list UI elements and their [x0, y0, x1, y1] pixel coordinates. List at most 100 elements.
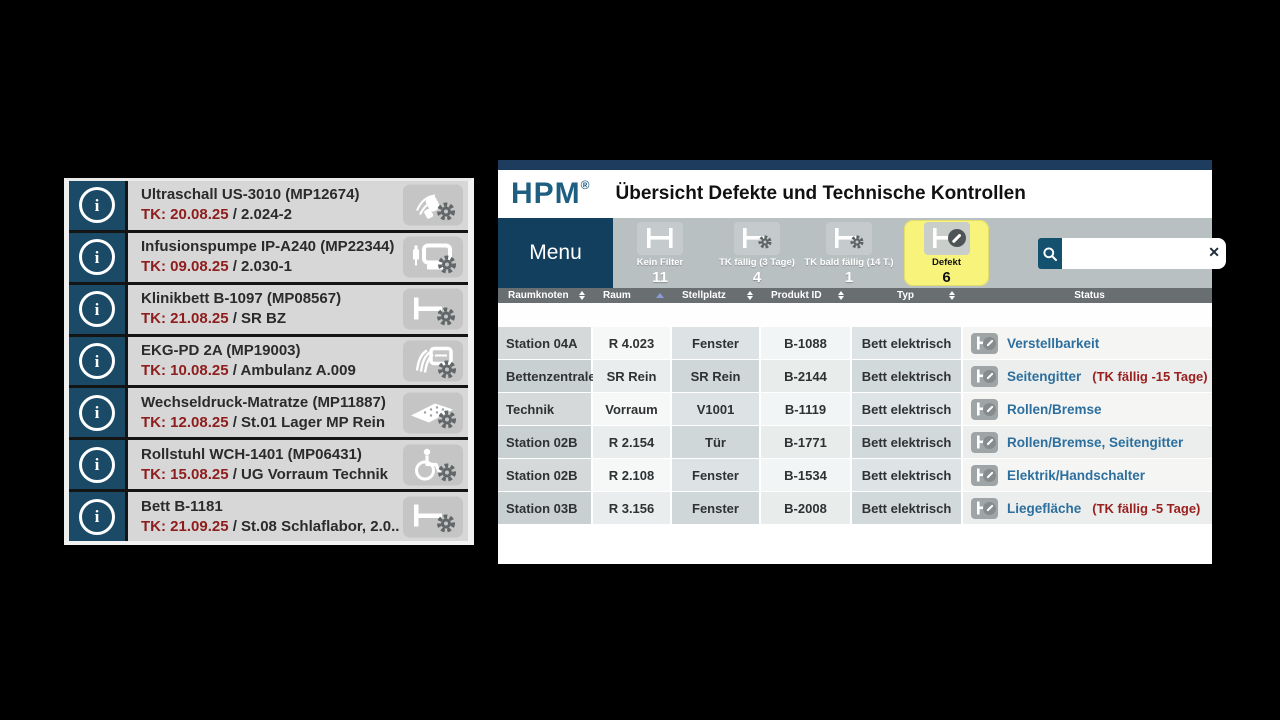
device-title: Ultraschall US-3010 (MP12674): [141, 186, 360, 204]
device-title: Infusionspumpe IP-A240 (MP22344): [141, 238, 395, 256]
list-item[interactable]: i Infusionspumpe IP-A240 (MP22344) TK: 0…: [69, 232, 468, 282]
table-row[interactable]: Bettenzentrale SR Rein SR Rein B-2144 Be…: [498, 360, 1212, 392]
mattress-gear-icon: [403, 392, 463, 434]
cell-status: Elektrik/Handschalter: [963, 459, 1212, 491]
info-button[interactable]: i: [69, 284, 125, 334]
cell-produkt-id: B-2008: [761, 492, 850, 524]
sort-ascending-icon: [656, 293, 664, 298]
cell-typ: Bett elektrisch: [852, 459, 961, 491]
table-row[interactable]: Technik Vorraum V1001 B-1119 Bett elektr…: [498, 393, 1212, 425]
column-header-raum[interactable]: Raum: [593, 290, 670, 301]
info-button[interactable]: i: [69, 440, 125, 490]
device-row-body: Klinikbett B-1097 (MP08567) TK: 21.08.25…: [128, 284, 468, 334]
filter-tk-faellig[interactable]: TK fällig (3 Tage) 4: [706, 220, 808, 286]
cell-typ: Bett elektrisch: [852, 393, 961, 425]
list-item[interactable]: i Rollstuhl WCH-1401 (MP06431) TK: 15.08…: [69, 440, 468, 490]
column-header-status[interactable]: Status: [1074, 290, 1105, 301]
cell-raumknoten: Bettenzentrale: [498, 360, 596, 392]
cell-raumknoten: Technik: [498, 393, 591, 425]
table-header-row: Raumknoten Raum Stellplatz Produkt ID Ty…: [498, 288, 1212, 303]
search-box: ✕: [1038, 238, 1226, 269]
info-icon: i: [79, 239, 115, 276]
cell-status: Verstellbarkeit: [963, 327, 1212, 359]
filter-tk-bald-faellig[interactable]: TK bald fällig (14 T.) 1: [794, 220, 904, 286]
cell-typ: Bett elektrisch: [852, 327, 961, 359]
filter-count: 6: [942, 269, 951, 286]
status-link[interactable]: Verstellbarkeit: [1007, 335, 1100, 351]
status-link[interactable]: Seitengitter: [1007, 368, 1082, 384]
device-subtitle: TK: 10.08.25 / Ambulanz A.009: [141, 362, 356, 379]
cell-stellplatz: Tür: [672, 426, 759, 458]
device-row-body: EKG-PD 2A (MP19003) TK: 10.08.25 / Ambul…: [128, 336, 468, 386]
device-row-body: Infusionspumpe IP-A240 (MP22344) TK: 09.…: [128, 232, 468, 282]
cell-raum: Vorraum: [593, 393, 670, 425]
list-item[interactable]: i Ultraschall US-3010 (MP12674) TK: 20.0…: [69, 181, 468, 230]
info-button[interactable]: i: [69, 181, 125, 230]
ultrasound-gear-icon: [403, 184, 463, 226]
menu-button[interactable]: Menu: [498, 218, 613, 288]
filter-count: 11: [652, 269, 668, 286]
filter-kein-filter[interactable]: Kein Filter 11: [614, 220, 706, 286]
table-row[interactable]: Station 02B R 2.154 Tür B-1771 Bett elek…: [498, 426, 1212, 458]
bed-wrench-icon: [971, 332, 998, 354]
filter-toolbar: Menu Kein Filter 11: [498, 218, 1226, 288]
list-item[interactable]: i Wechseldruck-Matratze (MP11887) TK: 12…: [69, 388, 468, 438]
bed-icon: [637, 222, 683, 255]
sort-icon: [838, 291, 844, 300]
hpm-app-window: HPM® Übersicht Defekte und Technische Ko…: [498, 160, 1226, 564]
infusion-pump-gear-icon: [403, 236, 463, 278]
filter-defekt-active[interactable]: Defekt 6: [904, 220, 989, 286]
table-row[interactable]: Station 04A R 4.023 Fenster B-1088 Bett …: [498, 327, 1212, 359]
cell-produkt-id: B-1119: [761, 393, 850, 425]
column-header-stellplatz[interactable]: Stellplatz: [672, 290, 759, 301]
device-alert-list: i Ultraschall US-3010 (MP12674) TK: 20.0…: [64, 178, 474, 545]
list-item[interactable]: i Klinikbett B-1097 (MP08567) TK: 21.08.…: [69, 284, 468, 334]
info-button[interactable]: i: [69, 232, 125, 282]
status-link[interactable]: Elektrik/Handschalter: [1007, 467, 1146, 483]
device-row-body: Bett B-1181 TK: 21.09.25 / St.08 Schlafl…: [128, 492, 468, 542]
cell-raumknoten: Station 02B: [498, 459, 591, 491]
wrench-icon: [947, 229, 966, 247]
status-link[interactable]: Rollen/Bremse, Seitengitter: [1007, 434, 1184, 450]
info-button[interactable]: i: [69, 388, 125, 438]
status-note: (TK fällig -15 Tage): [1092, 368, 1208, 384]
table-row[interactable]: Station 03B R 3.156 Fenster B-2008 Bett …: [498, 492, 1212, 524]
list-item[interactable]: i EKG-PD 2A (MP19003) TK: 10.08.25 / Amb…: [69, 336, 468, 386]
table-footer-space: [498, 524, 1212, 564]
search-icon[interactable]: [1038, 238, 1062, 269]
cell-raumknoten: Station 02B: [498, 426, 591, 458]
cell-raum: SR Rein: [593, 360, 670, 392]
info-button[interactable]: i: [69, 336, 125, 386]
cell-raum: R 2.154: [593, 426, 670, 458]
clear-search-icon[interactable]: ✕: [1208, 244, 1220, 260]
cell-raum: R 3.156: [593, 492, 670, 524]
bed-gear-icon: [734, 222, 780, 255]
info-button[interactable]: i: [69, 492, 125, 542]
bed-wrench-icon: [971, 365, 998, 387]
cell-raumknoten: Station 04A: [498, 327, 591, 359]
device-title: EKG-PD 2A (MP19003): [141, 342, 301, 359]
cell-produkt-id: B-1771: [761, 426, 850, 458]
app-header: HPM® Übersicht Defekte und Technische Ko…: [498, 170, 1212, 218]
column-header-raumknoten[interactable]: Raumknoten: [498, 290, 591, 301]
page-title: Übersicht Defekte und Technische Kontrol…: [615, 183, 1026, 204]
device-row-body: Wechseldruck-Matratze (MP11887) TK: 12.0…: [128, 388, 468, 438]
device-subtitle: TK: 15.08.25 / UG Vorraum Technik: [141, 465, 389, 483]
cell-stellplatz: SR Rein: [672, 360, 759, 392]
search-input[interactable]: [1062, 238, 1226, 269]
list-item[interactable]: i Bett B-1181 TK: 21.09.25 / St.08 Schla…: [69, 492, 468, 542]
info-icon: i: [79, 291, 115, 328]
filter-count: 1: [844, 269, 854, 286]
cell-stellplatz: Fenster: [672, 327, 759, 359]
status-link[interactable]: Rollen/Bremse: [1007, 401, 1102, 417]
column-header-typ[interactable]: Typ: [852, 290, 961, 301]
hpm-logo: HPM®: [511, 177, 590, 210]
table-row[interactable]: Station 02B R 2.108 Fenster B-1534 Bett …: [498, 459, 1212, 491]
status-link[interactable]: Liegefläche: [1007, 500, 1082, 516]
bed-gear-icon: [403, 496, 463, 538]
cell-status: Liegefläche (TK fällig -5 Tage): [963, 492, 1212, 524]
bed-wrench-icon: [971, 464, 998, 486]
device-row-body: Ultraschall US-3010 (MP12674) TK: 20.08.…: [128, 181, 468, 230]
column-header-produkt-id[interactable]: Produkt ID: [761, 290, 850, 301]
cell-typ: Bett elektrisch: [852, 492, 961, 524]
